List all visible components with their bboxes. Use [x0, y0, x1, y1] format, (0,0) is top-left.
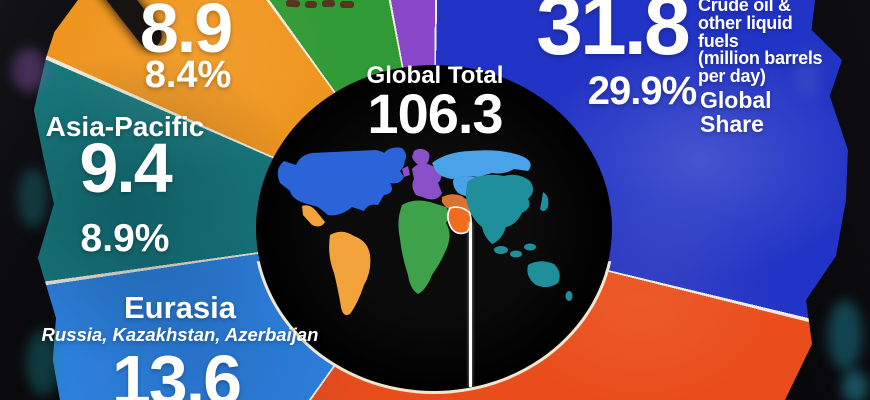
background-glint — [795, 48, 821, 98]
middle-east-pointer-line — [469, 222, 472, 387]
map-saudi-arabia-highlight — [447, 206, 472, 235]
segment-share: 8.4% — [144, 54, 232, 96]
map-europe — [412, 163, 442, 200]
map-scandinavia — [412, 148, 430, 167]
map-island — [524, 243, 536, 251]
map-russia — [432, 150, 531, 179]
background-glint — [18, 168, 48, 228]
map-island — [494, 246, 508, 254]
cropped-label-fragment — [340, 1, 354, 8]
segment-label-asia-pacific: Asia-Pacific — [45, 111, 205, 142]
map-uk — [402, 166, 410, 177]
background-glint — [26, 330, 60, 396]
global-total-label: Global Total — [366, 62, 504, 89]
metric-note-line: per day) — [698, 66, 766, 87]
map-japan — [540, 192, 549, 212]
background-glint — [842, 370, 868, 400]
map-india — [483, 214, 499, 240]
segment-sublabel-eurasia: Russia, Kazakhstan, Azerbaijan — [41, 324, 319, 345]
map-central-america — [302, 205, 325, 227]
metric-note-line: (million barrels — [698, 48, 823, 69]
segment-value: 31.8 — [536, 0, 691, 72]
map-asia — [465, 174, 534, 244]
map-island — [510, 250, 522, 258]
segment-share: 29.9% — [587, 69, 697, 113]
metric-note: Crude oil & other liquid fuels (million … — [698, 0, 823, 86]
background-glint — [828, 300, 862, 370]
map-north-america — [277, 150, 405, 216]
global-total-value: 106.3 — [367, 82, 503, 145]
map-greenland — [384, 147, 407, 164]
segment-value: 9.4 — [79, 129, 172, 207]
cropped-label-fragment — [305, 1, 317, 8]
segment-value: 13.6 — [111, 341, 242, 400]
metric-note-line: other liquid fuels — [698, 12, 793, 51]
segment-share: 8.9% — [80, 217, 170, 260]
background-glint — [12, 48, 46, 92]
segment-value: 8.9 — [139, 0, 233, 67]
global-share-caption: Global Share — [700, 87, 772, 137]
segment-label-eurasia: Eurasia — [123, 290, 236, 325]
metric-note-line: Crude oil & — [698, 0, 791, 15]
